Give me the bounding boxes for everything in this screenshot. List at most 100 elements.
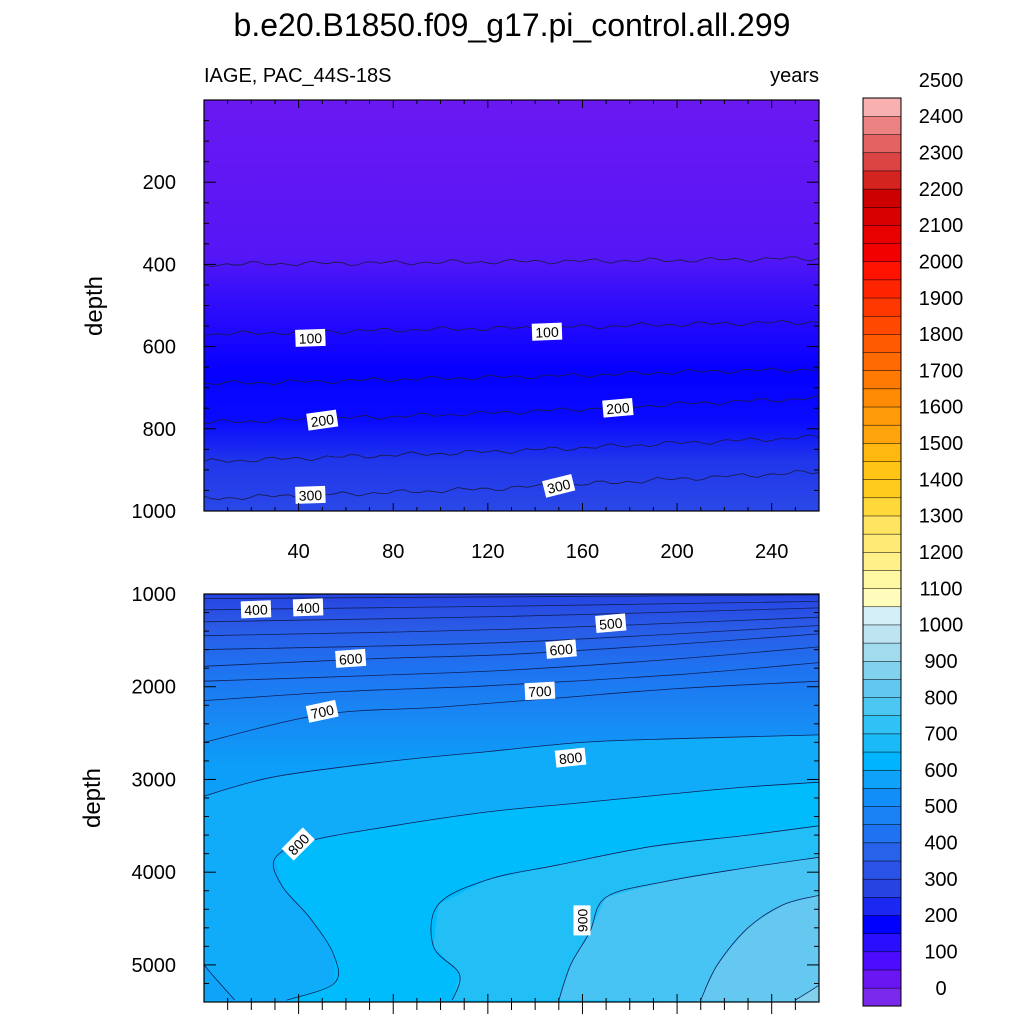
- colorbar-swatch: [862, 660, 902, 680]
- upper-contour-label: 200: [602, 398, 634, 418]
- lower-contour-label: 500: [595, 613, 627, 633]
- colorbar-swatch: [862, 479, 902, 499]
- colorbar-swatch: [862, 787, 902, 807]
- colorbar-swatch: [862, 569, 902, 589]
- upper-x-tick-label: 200: [660, 541, 693, 563]
- colorbar-swatch: [862, 97, 902, 117]
- upper-y-tick-label: 1000: [132, 501, 177, 523]
- upper-contour-line: [204, 367, 819, 386]
- contour-label-text: 400: [244, 601, 268, 618]
- colorbar-label: 2100: [919, 215, 964, 237]
- colorbar-swatch: [862, 824, 902, 844]
- colorbar-swatch: [862, 914, 902, 934]
- upper-contour-line: [204, 394, 819, 425]
- colorbar-label: 2200: [919, 179, 964, 201]
- contour-label-box: [305, 699, 339, 723]
- colorbar-swatch: [862, 315, 902, 335]
- colorbar-label: 400: [924, 833, 957, 855]
- upper-y-tick-label: 400: [143, 254, 176, 276]
- lower-contour-line: [204, 680, 819, 743]
- lower-contour-label: 700: [524, 681, 556, 701]
- colorbar-label: 1500: [919, 433, 964, 455]
- lower-y-tick-label: 3000: [132, 769, 177, 791]
- lower-contour-label: 900: [573, 905, 591, 936]
- colorbar-label: 900: [924, 651, 957, 673]
- lower-contour-line: [272, 781, 819, 1001]
- colorbar-swatch: [862, 751, 902, 771]
- colorbar-label: 300: [924, 869, 957, 891]
- lower-contour-line: [430, 825, 819, 1001]
- colorbar-swatch: [862, 424, 902, 444]
- colorbar-swatch: [862, 733, 902, 753]
- upper-contour-line: [204, 434, 819, 463]
- lower-contour-line: [700, 895, 819, 1001]
- contour-label-text: 200: [606, 399, 631, 417]
- colorbar-swatch: [862, 406, 902, 426]
- colorbar-swatch: [862, 624, 902, 644]
- upper-contour-line: [204, 256, 819, 268]
- colorbar-swatch: [862, 987, 902, 1007]
- colorbar-swatch: [862, 551, 902, 571]
- colorbar-swatch: [862, 805, 902, 825]
- colorbar-swatch: [862, 224, 902, 244]
- subtitle-left: IAGE, PAC_44S-18S: [204, 65, 392, 87]
- colorbar-swatch: [862, 933, 902, 953]
- colorbar-label: 1700: [919, 360, 964, 382]
- upper-contour-labels: 100 100 200 200 300 300: [295, 322, 634, 504]
- contour-label-text: 500: [598, 615, 623, 633]
- contour-label-box: [306, 409, 339, 431]
- lower-y-tick-label: 1000: [132, 584, 177, 606]
- chart-title: b.e20.B1850.f09_g17.pi_control.all.299: [234, 7, 791, 43]
- colorbar-swatch: [862, 115, 902, 135]
- colorbar-swatch: [862, 442, 902, 462]
- contour-label-text: 200: [310, 411, 336, 430]
- lower-contour-line: [204, 625, 819, 650]
- contour-label-box: [281, 827, 315, 861]
- lower-y-tick-label: 5000: [132, 955, 177, 977]
- colorbar-label: 1900: [919, 288, 964, 310]
- colorbar-swatch: [862, 497, 902, 517]
- colorbar-label: 1400: [919, 469, 964, 491]
- colorbar-label: 200: [924, 905, 957, 927]
- colorbar-swatch: [862, 261, 902, 281]
- lower-contour-line: [558, 856, 819, 1001]
- lower-contour-line: [204, 594, 819, 599]
- colorbar-label: 1600: [919, 397, 964, 419]
- contour-label-text: 900: [575, 909, 591, 933]
- lower-contour-label: 700: [305, 699, 339, 723]
- upper-contour-label: 100: [531, 322, 563, 341]
- colorbar-swatch: [862, 188, 902, 208]
- contour-label-text: 700: [309, 702, 335, 723]
- colorbar-swatch: [862, 206, 902, 226]
- lower-contour-line: [204, 633, 819, 667]
- contour-label-text: 400: [296, 599, 320, 616]
- upper-contour-label: 200: [306, 409, 339, 431]
- contour-label-text: 600: [549, 641, 574, 659]
- lower-contour-line: [795, 984, 819, 1001]
- colorbar-label: 2300: [919, 143, 964, 165]
- colorbar-swatch: [862, 152, 902, 172]
- colorbar-swatch: [862, 951, 902, 971]
- colorbar-swatch: [862, 896, 902, 916]
- lower-contour-lines: [204, 594, 819, 1001]
- upper-y-tick-label: 600: [143, 337, 176, 359]
- colorbar-swatch: [862, 370, 902, 390]
- upper-y-tick-label: 200: [143, 172, 176, 194]
- colorbar-swatch: [862, 878, 902, 898]
- contour-label-box: [240, 600, 272, 619]
- lower-contour-line: [204, 601, 819, 611]
- upper-y-axis-label: depth: [81, 276, 108, 336]
- colorbar-swatch: [862, 170, 902, 190]
- lower-contour-label: 600: [545, 639, 577, 659]
- colorbar-label: 2500: [919, 70, 964, 92]
- colorbar-label: 500: [924, 796, 957, 818]
- colorbar-swatch: [862, 279, 902, 299]
- subtitle-right: years: [770, 65, 819, 87]
- colorbar: 0 100 200 300 400 500 600 700 800 900 1000 1100 1200…: [862, 70, 964, 1007]
- contour-label-text: 600: [338, 650, 363, 668]
- upper-y-tick-label: 800: [143, 419, 176, 441]
- colorbar-swatch: [862, 533, 902, 553]
- upper-x-tick-label: 80: [382, 541, 404, 563]
- contour-label-box: [295, 485, 326, 504]
- colorbar-swatch: [862, 388, 902, 408]
